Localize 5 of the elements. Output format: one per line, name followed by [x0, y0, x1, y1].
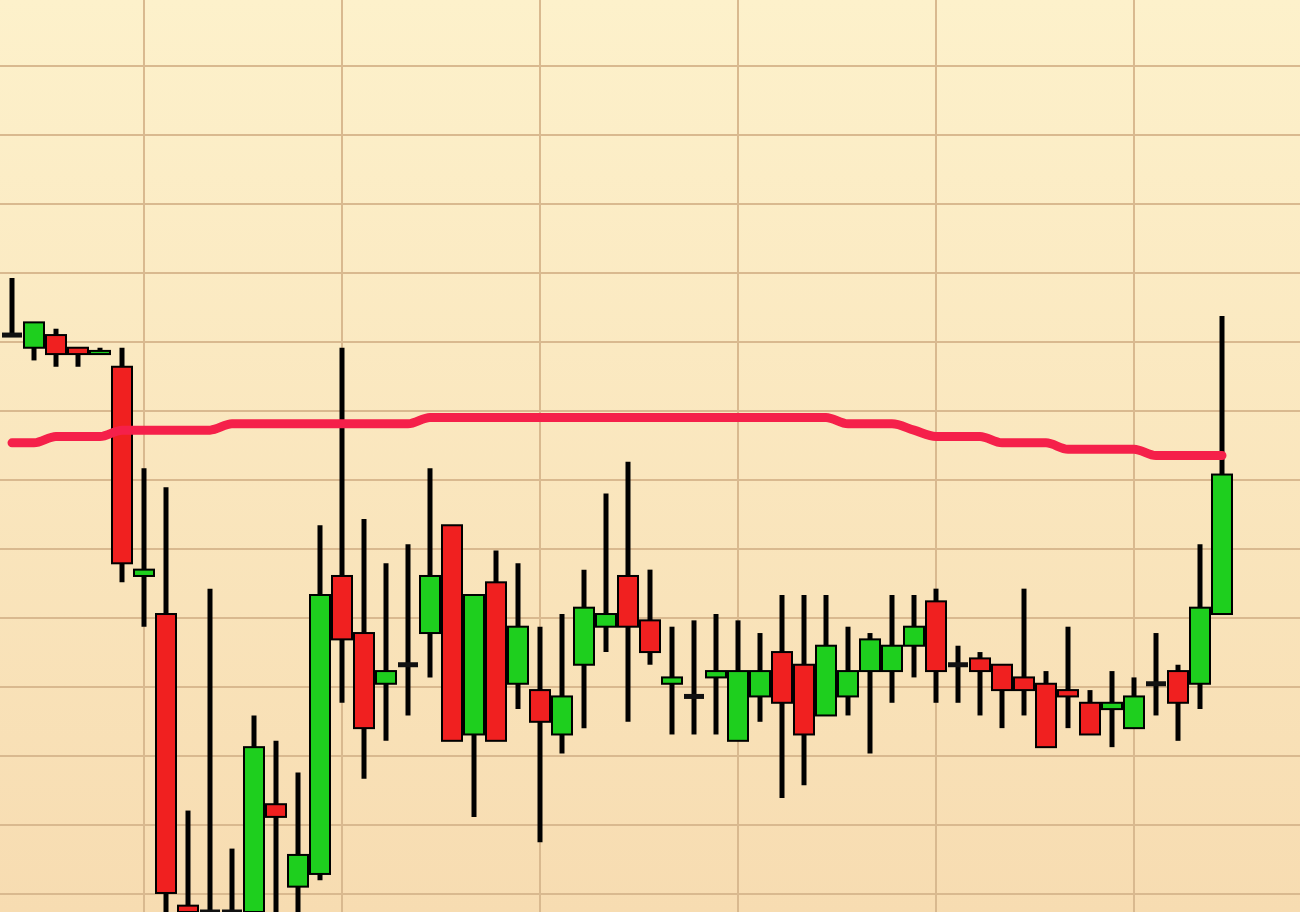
- candlestick: [684, 617, 704, 737]
- candlestick: [133, 465, 155, 630]
- candlestick: [177, 808, 199, 912]
- candlestick: [398, 541, 418, 718]
- candlestick: [661, 624, 683, 737]
